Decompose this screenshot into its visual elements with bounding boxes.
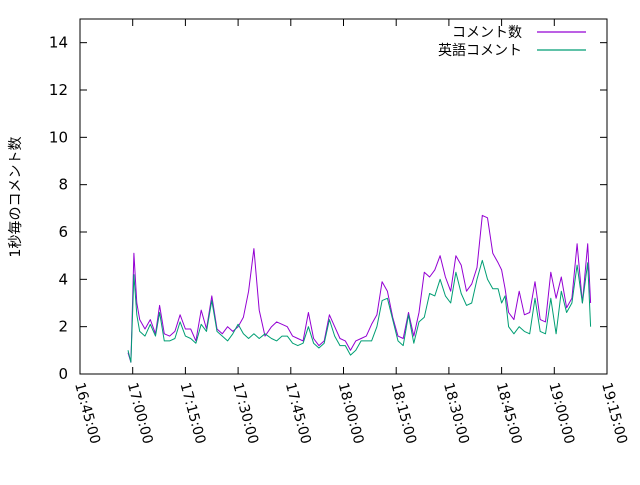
legend: コメント数 英語コメント — [438, 25, 586, 59]
legend-label-comments: コメント数 — [452, 25, 522, 41]
x-tick-label: 18:45:00 — [493, 381, 525, 446]
x-tick-label: 17:00:00 — [124, 381, 156, 446]
x-tick-label: 17:30:00 — [229, 381, 261, 446]
y-tick-label: 6 — [58, 223, 68, 241]
series-layer — [127, 214, 592, 363]
series-line-english-comments — [127, 259, 592, 363]
x-tick-label: 18:30:00 — [440, 381, 472, 446]
y-tick-label: 2 — [58, 318, 68, 336]
x-tick-label: 18:00:00 — [335, 381, 367, 446]
axes: 0 2 4 6 8 10 12 14 16:45:00 17:00:00 17:15:00 17:30… — [49, 18, 630, 446]
x-tick-label: 19:00:00 — [545, 381, 577, 446]
legend-label-english-comments: 英語コメント — [438, 42, 522, 59]
y-tick-label: 12 — [49, 81, 68, 99]
y-axis-label: 1秒毎のコメント数 — [8, 137, 24, 258]
x-tick-label: 17:45:00 — [282, 381, 314, 446]
series-line-comments — [127, 214, 592, 363]
plot-frame — [79, 18, 608, 375]
x-tick-label: 17:15:00 — [177, 381, 209, 446]
y-tick-label: 4 — [58, 270, 68, 288]
y-tick-label: 14 — [49, 34, 68, 52]
x-tick-label: 19:15:00 — [598, 381, 630, 446]
y-tick-label: 8 — [58, 176, 68, 194]
y-tick-label: 10 — [49, 128, 68, 146]
x-tick-label: 16:45:00 — [71, 381, 103, 446]
y-tick-label: 0 — [58, 365, 68, 383]
x-tick-label: 18:15:00 — [387, 381, 419, 446]
